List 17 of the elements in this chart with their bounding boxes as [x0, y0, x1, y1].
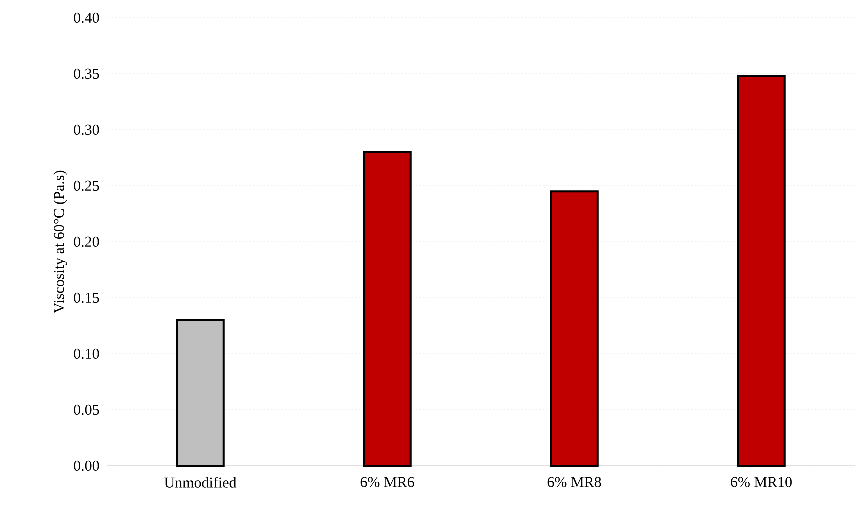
y-tick-label: 0.20: [74, 236, 100, 248]
y-tick-label: 0.05: [74, 404, 100, 416]
x-tick-label: Unmodified: [164, 477, 237, 488]
y-tick-label: 0.40: [74, 12, 100, 24]
y-tick-label: 0.25: [74, 180, 100, 192]
x-tick-label: 6% MR6: [360, 477, 414, 488]
y-axis-title: Viscosity at 60°C (Pa.s): [54, 170, 68, 314]
y-tick-label: 0.10: [74, 348, 100, 360]
bar: [363, 151, 412, 467]
x-tick-label: 6% MR8: [548, 477, 602, 488]
y-tick-label: 0.15: [74, 292, 100, 304]
bar: [550, 190, 599, 467]
x-tick-label: 6% MR10: [731, 477, 792, 488]
y-tick-label: 0.35: [74, 68, 100, 80]
y-tick-label: 0.30: [74, 124, 100, 136]
y-tick-label: 0.00: [74, 460, 100, 472]
bar: [737, 75, 786, 467]
